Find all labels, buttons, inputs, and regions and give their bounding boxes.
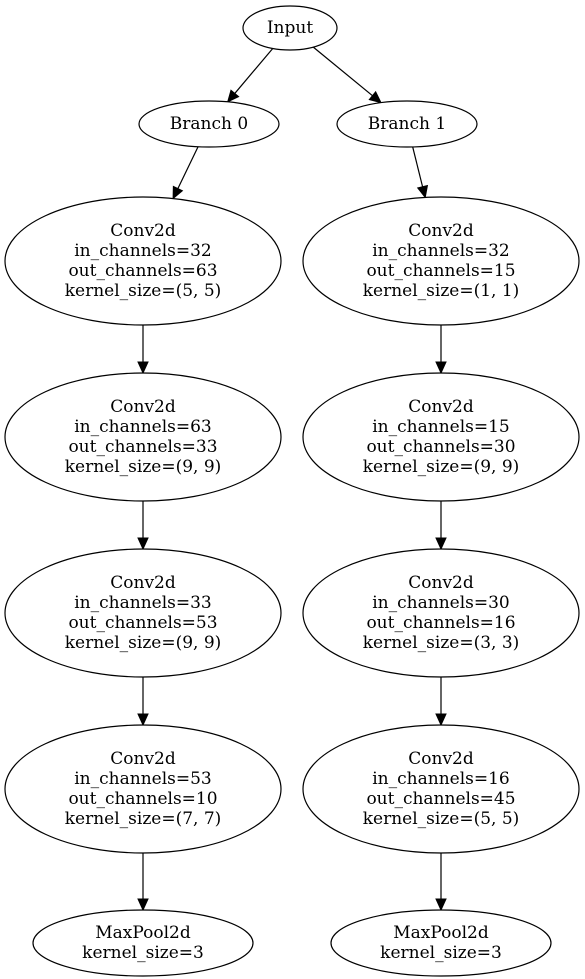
node-label-line: in_channels=63 [74, 417, 212, 437]
arrowhead-icon [368, 90, 382, 104]
node-label-line: out_channels=30 [366, 437, 515, 457]
node-label-line: Conv2d [110, 749, 176, 769]
node-input: Input [242, 5, 338, 51]
node-label-line: Conv2d [408, 749, 474, 769]
node-ellipse [138, 100, 280, 148]
node-label-line: in_channels=32 [372, 241, 510, 261]
arrowhead-icon [137, 713, 149, 727]
node-label-line: out_channels=63 [68, 261, 217, 281]
arrowhead-icon [137, 898, 149, 912]
edge-line [312, 46, 373, 97]
node-label-line: Conv2d [408, 397, 474, 417]
edge-b1_conv4-to-b1_pool [435, 853, 447, 912]
edge-line [234, 48, 274, 94]
arrowhead-icon [137, 537, 149, 551]
node-label-line: in_channels=30 [372, 593, 510, 613]
node-label-line: Conv2d [110, 573, 176, 593]
node-label-line: Conv2d [408, 221, 474, 241]
node-branch0: Branch 0 [138, 100, 280, 148]
node-label-line: kernel_size=(9, 9) [65, 457, 222, 477]
arrowhead-icon [435, 713, 447, 727]
node-ellipse [4, 548, 282, 678]
node-label-line: kernel_size=3 [82, 943, 204, 963]
node-label-line: out_channels=33 [68, 437, 217, 457]
node-ellipse [302, 372, 580, 502]
node-ellipse [330, 909, 552, 977]
node-label-line: Branch 1 [368, 114, 446, 134]
node-label-line: in_channels=15 [372, 417, 510, 437]
node-ellipse [32, 909, 254, 977]
edge-branch1-to-b1_conv1 [412, 146, 429, 199]
edge-b0_conv4-to-b0_pool [137, 853, 149, 912]
node-b1-conv1: Conv2din_channels=32out_channels=15kerne… [302, 196, 580, 326]
arrowhead-icon [435, 537, 447, 551]
node-label-line: out_channels=53 [68, 613, 217, 633]
node-label-line: kernel_size=(7, 7) [65, 809, 222, 829]
node-label-line: out_channels=16 [366, 613, 515, 633]
node-label-line: MaxPool2d [393, 923, 489, 943]
node-label-line: out_channels=10 [68, 789, 217, 809]
edge-b1_conv2-to-b1_conv3 [435, 501, 447, 551]
node-label-line: MaxPool2d [95, 923, 191, 943]
node-b0-conv4: Conv2din_channels=53out_channels=10kerne… [4, 724, 282, 854]
edges [137, 46, 447, 912]
arrowhead-icon [137, 361, 149, 375]
node-label-line: Input [267, 18, 313, 38]
node-label-line: in_channels=53 [74, 769, 212, 789]
node-ellipse [4, 196, 282, 326]
arrowhead-icon [226, 89, 240, 103]
node-ellipse [302, 548, 580, 678]
edge-input-to-branch0 [226, 48, 274, 103]
node-branch1: Branch 1 [336, 100, 478, 148]
node-ellipse [302, 196, 580, 326]
edge-branch0-to-b0_conv1 [172, 146, 199, 200]
node-label-line: kernel_size=(3, 3) [363, 633, 520, 653]
node-label-line: kernel_size=(9, 9) [65, 633, 222, 653]
edge-b0_conv3-to-b0_conv4 [137, 677, 149, 727]
node-label-line: in_channels=33 [74, 593, 212, 613]
node-label-line: out_channels=15 [366, 261, 515, 281]
node-b1-conv4: Conv2din_channels=16out_channels=45kerne… [302, 724, 580, 854]
node-ellipse [4, 724, 282, 854]
arrowhead-icon [435, 361, 447, 375]
arrowhead-icon [416, 184, 429, 199]
node-ellipse [336, 100, 478, 148]
edge-input-to-branch1 [312, 46, 382, 104]
edge-b1_conv1-to-b1_conv2 [435, 325, 447, 375]
node-b1-conv2: Conv2din_channels=15out_channels=30kerne… [302, 372, 580, 502]
node-ellipse [4, 372, 282, 502]
edge-b1_conv3-to-b1_conv4 [435, 677, 447, 727]
edge-b0_conv1-to-b0_conv2 [137, 325, 149, 375]
node-label-line: Conv2d [408, 573, 474, 593]
arrowhead-icon [435, 898, 447, 912]
node-label-line: Branch 0 [170, 114, 248, 134]
node-label-line: kernel_size=(5, 5) [65, 281, 222, 301]
node-ellipse [242, 5, 338, 51]
node-b0-conv1: Conv2din_channels=32out_channels=63kerne… [4, 196, 282, 326]
node-b0-conv3: Conv2din_channels=33out_channels=53kerne… [4, 548, 282, 678]
node-label-line: Conv2d [110, 221, 176, 241]
edge-line [412, 146, 424, 187]
node-label-line: Conv2d [110, 397, 176, 417]
edge-b0_conv2-to-b0_conv3 [137, 501, 149, 551]
node-label-line: kernel_size=(1, 1) [363, 281, 520, 301]
edge-line [177, 146, 199, 189]
node-label-line: kernel_size=(9, 9) [363, 457, 520, 477]
node-label-line: kernel_size=(5, 5) [363, 809, 520, 829]
arrowhead-icon [172, 185, 184, 200]
node-ellipse [302, 724, 580, 854]
node-b1-conv3: Conv2din_channels=30out_channels=16kerne… [302, 548, 580, 678]
node-label-line: kernel_size=3 [380, 943, 502, 963]
node-label-line: out_channels=45 [366, 789, 515, 809]
node-b0-conv2: Conv2din_channels=63out_channels=33kerne… [4, 372, 282, 502]
node-label-line: in_channels=16 [372, 769, 510, 789]
node-label-line: in_channels=32 [74, 241, 212, 261]
